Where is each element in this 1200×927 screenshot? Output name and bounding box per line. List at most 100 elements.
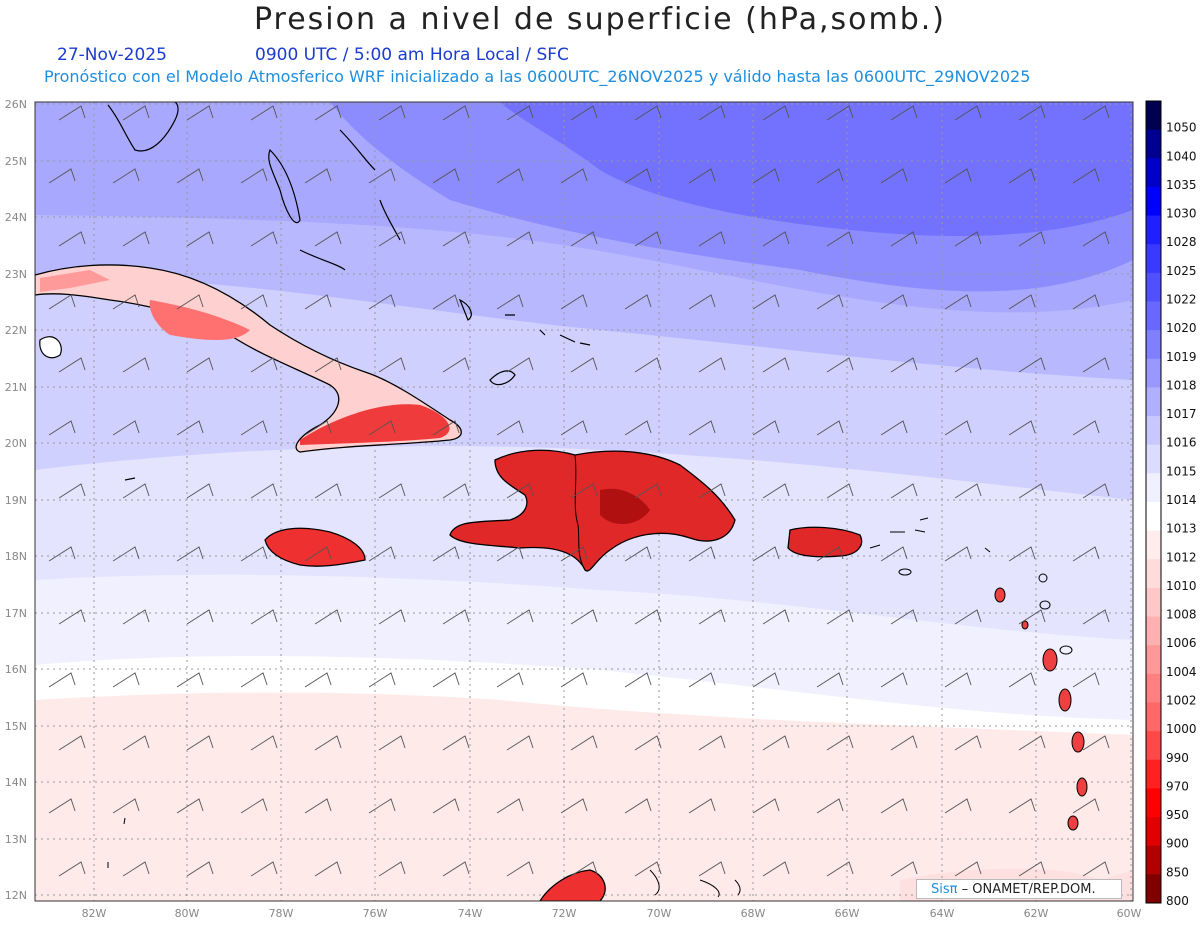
- wind-barb: [250, 105, 278, 121]
- wind-barb: [506, 861, 534, 877]
- wind-barb: [688, 546, 716, 562]
- svg-text:16N: 16N: [5, 663, 27, 676]
- colorbar-swatch: [1146, 731, 1161, 761]
- wind-barb: [762, 483, 790, 499]
- wind-barb: [954, 861, 982, 877]
- wind-barb: [496, 420, 524, 436]
- wind-barb: [122, 231, 150, 247]
- wind-barb: [890, 105, 918, 121]
- svg-text:64W: 64W: [930, 907, 955, 920]
- land-hispaniola: [449, 449, 736, 572]
- latitude-labels: 26N 25N 24N 23N 22N 21N 20N 19N 18N 17N 16N 15…: [5, 98, 27, 902]
- wind-barb: [624, 294, 652, 310]
- svg-text:14N: 14N: [5, 776, 27, 789]
- wind-barb: [250, 483, 278, 499]
- colorbar-label: 900: [1166, 837, 1189, 851]
- wind-barb: [944, 294, 972, 310]
- wind-barb: [698, 609, 726, 625]
- wind-barb: [954, 231, 982, 247]
- colorbar-label: 1012: [1166, 550, 1197, 564]
- colorbar-label: 1015: [1166, 464, 1197, 478]
- svg-text:74W: 74W: [458, 907, 483, 920]
- wind-barb: [314, 483, 342, 499]
- wind-barb: [762, 105, 790, 121]
- wind-barb: [496, 168, 524, 184]
- colorbar-label: 1040: [1166, 149, 1197, 163]
- wind-barb: [826, 861, 854, 877]
- wind-barb: [506, 231, 534, 247]
- wind-barb: [432, 294, 460, 310]
- wind-barb: [378, 609, 406, 625]
- wind-barb: [304, 798, 332, 814]
- wind-barb: [378, 357, 406, 373]
- onamet-logo: Sisπ – ONAMET/REP.DOM.: [916, 879, 1122, 899]
- svg-text:70W: 70W: [647, 907, 672, 920]
- wind-barb: [368, 672, 396, 688]
- wind-barb: [122, 483, 150, 499]
- wind-barb: [240, 294, 268, 310]
- colorbar-swatch: [1146, 473, 1161, 503]
- svg-text:22N: 22N: [5, 324, 27, 337]
- wind-barb: [880, 420, 908, 436]
- wind-barb: [944, 798, 972, 814]
- map-title: Presion a nivel de superficie (hPa,somb.…: [253, 2, 947, 37]
- wind-barb: [58, 483, 86, 499]
- wind-barb: [634, 231, 662, 247]
- wind-barb: [1072, 798, 1100, 814]
- colorbar-swatch: [1146, 559, 1161, 589]
- wind-barb: [944, 546, 972, 562]
- wind-barb: [1008, 294, 1036, 310]
- land-cuba: [35, 264, 462, 453]
- wind-barb: [634, 483, 662, 499]
- colorbar-swatch: [1146, 387, 1161, 417]
- colorbar-label: 1050: [1166, 121, 1197, 135]
- wind-barb: [176, 546, 204, 562]
- sispi-brand: Sisπ: [931, 882, 958, 897]
- wind-barb: [762, 357, 790, 373]
- wind-barb: [688, 294, 716, 310]
- wind-barb: [634, 609, 662, 625]
- wind-barb: [1072, 168, 1100, 184]
- colorbar-swatch: [1146, 788, 1161, 818]
- svg-text:68W: 68W: [741, 907, 766, 920]
- wind-barb: [378, 861, 406, 877]
- colorbar-swatch: [1146, 616, 1161, 646]
- wind-barb: [1008, 168, 1036, 184]
- wind-barb: [954, 735, 982, 751]
- colorbar-swatch: [1146, 301, 1161, 331]
- colorbar-swatch: [1146, 444, 1161, 474]
- wind-barb: [314, 357, 342, 373]
- colorbar-label: 1004: [1166, 665, 1197, 679]
- colorbar-label: 950: [1166, 808, 1189, 822]
- colorbar-label: 1013: [1166, 522, 1197, 536]
- colorbar-swatch: [1146, 215, 1161, 245]
- wind-barb: [378, 483, 406, 499]
- wind-barb: [1072, 672, 1100, 688]
- wind-barb: [570, 483, 598, 499]
- wind-barb: [634, 357, 662, 373]
- wind-barb: [954, 105, 982, 121]
- wind-barb: [698, 231, 726, 247]
- wind-barb: [698, 483, 726, 499]
- wind-barb: [368, 294, 396, 310]
- map-frame: [34, 101, 1134, 902]
- wind-barb: [186, 861, 214, 877]
- wind-barb: [752, 672, 780, 688]
- colorbar-swatch: [1146, 244, 1161, 274]
- colorbar-label: 1010: [1166, 579, 1197, 593]
- logo-text: – ONAMET/REP.DOM.: [961, 882, 1096, 897]
- wind-barb: [1018, 483, 1046, 499]
- wind-barb: [186, 735, 214, 751]
- wind-barb: [506, 357, 534, 373]
- wind-barb: [250, 231, 278, 247]
- wind-barb: [506, 609, 534, 625]
- wind-barb: [442, 609, 470, 625]
- wind-barb: [240, 672, 268, 688]
- wind-barb: [634, 105, 662, 121]
- wind-barb: [944, 168, 972, 184]
- wind-barb: [432, 798, 460, 814]
- colorbar-swatch: [1146, 673, 1161, 703]
- wind-barb: [48, 168, 76, 184]
- wind-barb: [624, 546, 652, 562]
- wind-barb: [1008, 798, 1036, 814]
